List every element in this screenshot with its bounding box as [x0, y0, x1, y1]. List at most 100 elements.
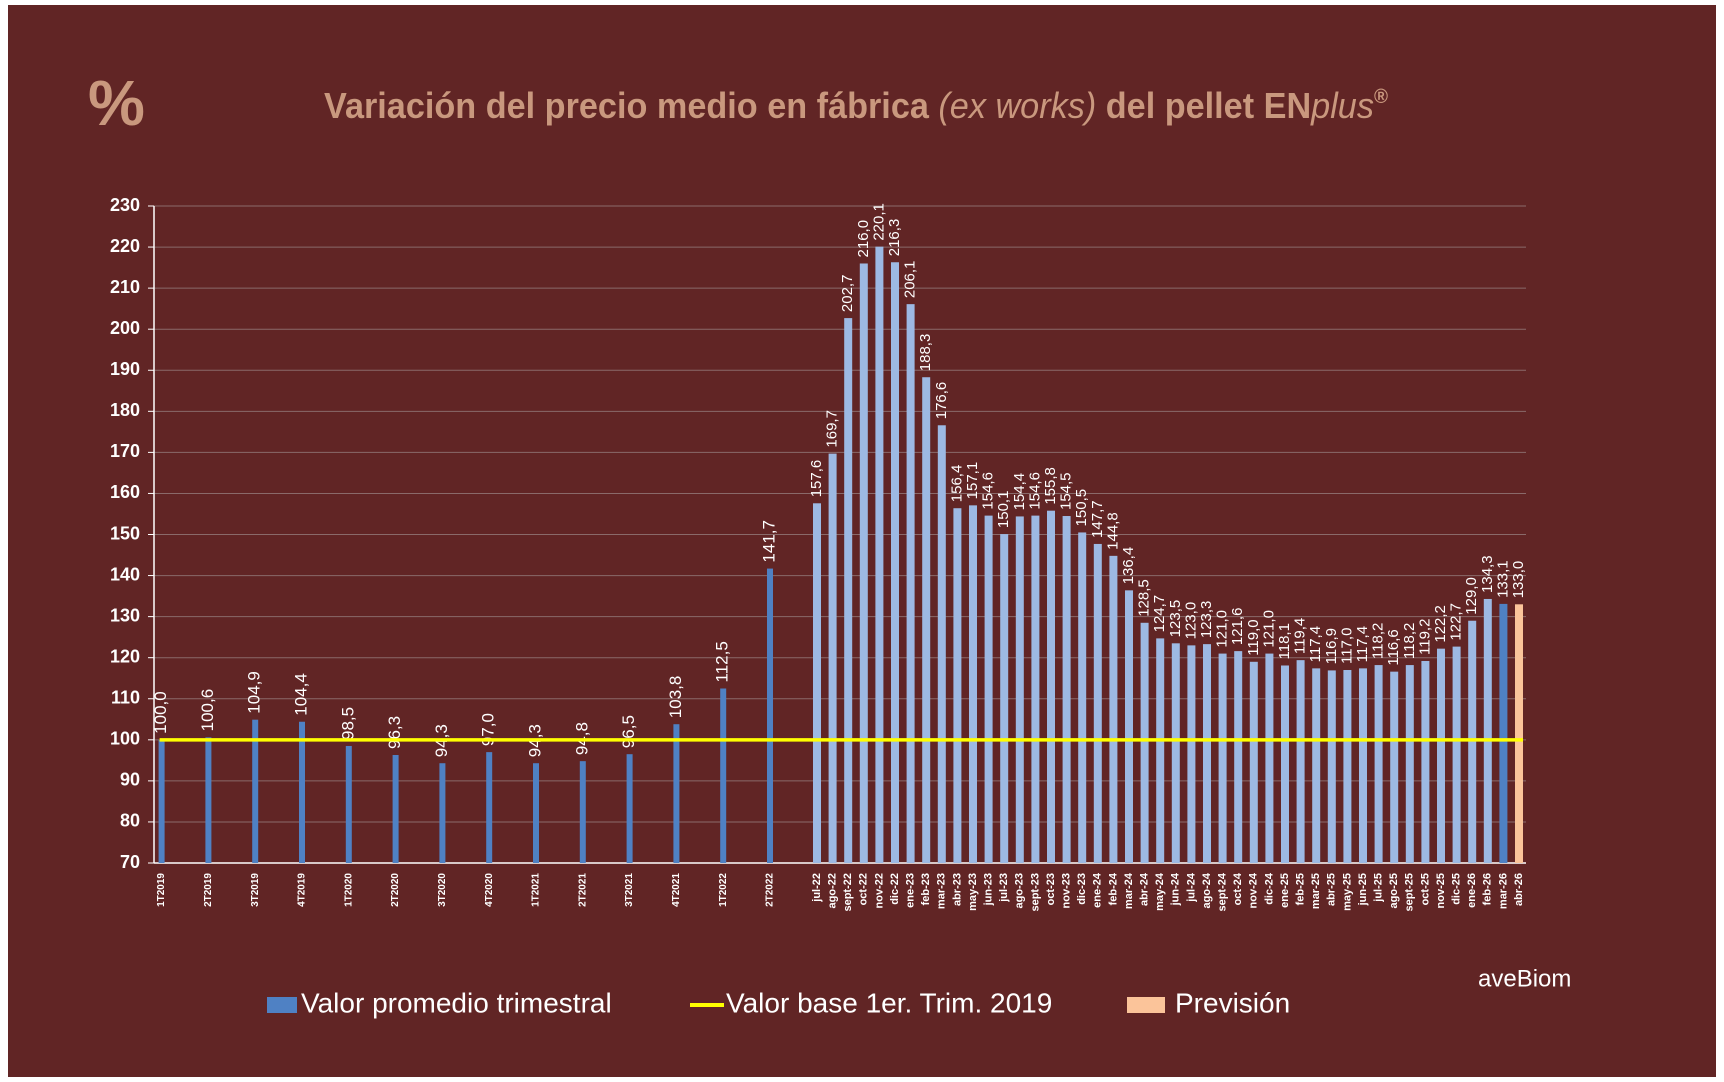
data-label: 216,3	[886, 219, 903, 257]
bar	[1140, 622, 1149, 863]
bar	[1015, 516, 1024, 863]
y-tick-label: 100	[110, 729, 140, 749]
y-tick-label: 90	[120, 770, 140, 790]
bar	[906, 304, 915, 863]
bar	[1249, 661, 1258, 863]
y-tick-label: 130	[110, 605, 140, 625]
x-tick-label: abr-25	[1326, 873, 1338, 906]
x-tick-label: sept-22	[842, 873, 854, 912]
y-tick-label: 140	[110, 564, 140, 584]
x-tick-label: oct-23	[1045, 873, 1057, 905]
bar	[673, 724, 680, 863]
symbol: %	[88, 67, 145, 139]
x-tick-label: ago-23	[1014, 873, 1026, 908]
title-part: (ex works)	[938, 85, 1096, 126]
bar	[1125, 590, 1133, 863]
data-label: 155,8	[1042, 467, 1059, 505]
bar	[891, 262, 899, 863]
bar	[533, 763, 539, 863]
data-label: 123,0	[1182, 602, 1199, 640]
y-tick-label: 80	[120, 811, 140, 831]
bar	[922, 377, 931, 863]
data-label: 112,5	[713, 641, 732, 682]
data-label: 121,6	[1229, 608, 1246, 646]
bar	[720, 688, 727, 863]
bar	[1452, 646, 1461, 863]
data-label: 117,0	[1338, 628, 1355, 664]
x-tick-label: ene-24	[1092, 872, 1104, 908]
bar	[1343, 670, 1352, 863]
x-tick-label: mar-24	[1123, 872, 1135, 909]
legend-swatch	[267, 997, 297, 1013]
y-tick-label: 160	[110, 482, 140, 502]
x-tick-label: 1T2019	[156, 873, 167, 907]
x-tick-label: jun-23	[983, 873, 995, 906]
bar	[392, 755, 399, 863]
x-tick-label: nov-24	[1248, 872, 1260, 908]
data-label: 129,0	[1463, 577, 1480, 615]
x-tick-label: ago-22	[827, 873, 839, 908]
x-tick-label: jun-24	[1170, 872, 1182, 906]
data-label: 121,0	[1214, 610, 1231, 648]
bar	[486, 752, 493, 863]
bar	[1499, 603, 1508, 863]
data-label: 104,9	[245, 671, 264, 714]
legend-label: Previsión	[1175, 987, 1290, 1018]
data-label: 116,9	[1323, 628, 1340, 664]
x-tick-label: jun-25	[1357, 873, 1369, 906]
x-tick-label: 4T2019	[297, 873, 308, 907]
data-label: 97,0	[479, 713, 498, 746]
data-label: 117,4	[1354, 626, 1371, 662]
y-tick-label: 150	[110, 523, 140, 543]
x-tick-label: ene-26	[1466, 873, 1478, 908]
data-label: 122,7	[1448, 603, 1465, 641]
bar	[1421, 660, 1430, 863]
y-tick-label: 110	[111, 688, 140, 708]
bar	[439, 763, 446, 863]
x-tick-label: ago-24	[1201, 872, 1213, 908]
x-tick-label: may-23	[967, 873, 979, 911]
bar	[1234, 651, 1243, 863]
data-label: 154,6	[1026, 472, 1043, 510]
data-label: 100,0	[151, 691, 170, 734]
data-label: 144,8	[1104, 512, 1121, 550]
data-label: 123,3	[1198, 601, 1215, 639]
bar	[1483, 598, 1492, 863]
data-label: 169,7	[824, 410, 841, 448]
x-tick-label: abr-26	[1513, 873, 1525, 906]
bar	[345, 745, 352, 863]
x-tick-label: feb-26	[1482, 873, 1494, 905]
x-tick-label: ene-25	[1279, 873, 1291, 908]
bar	[205, 737, 212, 863]
x-tick-label: oct-25	[1419, 873, 1431, 905]
x-tick-label: 1T2022	[718, 873, 729, 907]
data-label: 154,6	[980, 472, 997, 510]
data-label: 119,4	[1292, 618, 1309, 654]
data-label: 188,3	[917, 334, 934, 372]
bar	[1390, 671, 1399, 863]
title-part: del pellet EN	[1096, 85, 1311, 126]
bar	[1187, 645, 1196, 863]
bar	[1437, 648, 1445, 863]
title-part: Variación del precio medio en fábrica	[324, 85, 938, 126]
data-label: 154,4	[1011, 473, 1028, 511]
chart-title: Variación del precio medio en fábrica (e…	[324, 85, 1388, 126]
bar	[1374, 665, 1383, 863]
data-label: 157,6	[808, 460, 825, 498]
x-tick-label: ago-25	[1388, 873, 1400, 908]
bar	[1062, 516, 1071, 863]
y-tick-label: 230	[110, 195, 140, 215]
data-label: 202,7	[839, 275, 856, 313]
x-tick-label: sept-24	[1217, 872, 1229, 911]
bar	[1359, 668, 1367, 863]
data-label: 117,4	[1307, 626, 1324, 662]
bar	[1312, 668, 1321, 863]
bar	[1203, 644, 1211, 863]
legend-label: Valor promedio trimestral	[301, 987, 612, 1018]
data-label: 128,5	[1136, 579, 1153, 617]
brand: aveBiom	[1478, 965, 1571, 992]
bar	[767, 568, 773, 863]
data-label: 121,0	[1260, 610, 1277, 648]
x-tick-label: 4T2021	[671, 873, 682, 907]
